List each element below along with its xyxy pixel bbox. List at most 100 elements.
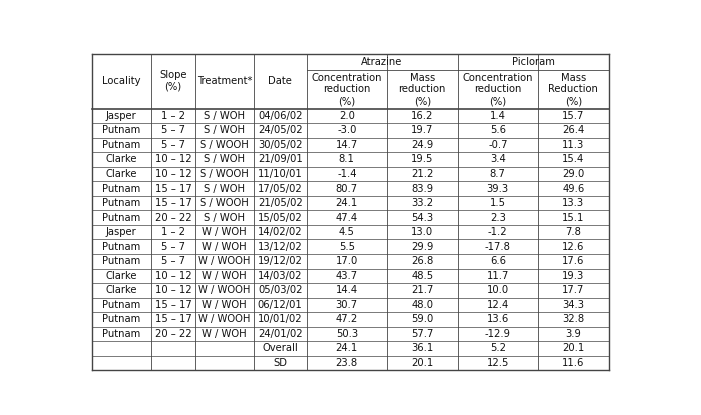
- Text: 15 – 17: 15 – 17: [154, 198, 191, 208]
- Text: 12.4: 12.4: [486, 300, 509, 310]
- Text: W / WOH: W / WOH: [202, 227, 247, 237]
- Text: Mass
Reduction
(%): Mass Reduction (%): [548, 73, 598, 106]
- Text: 11.6: 11.6: [562, 358, 585, 368]
- Text: W / WOH: W / WOH: [202, 329, 247, 339]
- Text: 50.3: 50.3: [336, 329, 358, 339]
- Text: S / WOH: S / WOH: [204, 183, 245, 193]
- Text: 10 – 12: 10 – 12: [155, 286, 191, 295]
- Text: Putnam: Putnam: [102, 212, 140, 222]
- Text: Slope
(%): Slope (%): [159, 70, 186, 92]
- Text: S / WOOH: S / WOOH: [200, 140, 249, 150]
- Text: 2.0: 2.0: [339, 111, 355, 121]
- Text: Putnam: Putnam: [102, 140, 140, 150]
- Text: S / WOOH: S / WOOH: [200, 169, 249, 179]
- Text: SD: SD: [273, 358, 287, 368]
- Text: 5 – 7: 5 – 7: [161, 140, 185, 150]
- Text: 26.4: 26.4: [562, 125, 585, 135]
- Text: Putnam: Putnam: [102, 300, 140, 310]
- Text: 49.6: 49.6: [562, 183, 585, 193]
- Text: 33.2: 33.2: [411, 198, 433, 208]
- Text: Date: Date: [268, 76, 292, 86]
- Text: 57.7: 57.7: [411, 329, 433, 339]
- Text: 24.9: 24.9: [411, 140, 433, 150]
- Text: 10 – 12: 10 – 12: [155, 169, 191, 179]
- Text: 1 – 2: 1 – 2: [161, 111, 185, 121]
- Text: 21/05/02: 21/05/02: [258, 198, 303, 208]
- Text: 47.4: 47.4: [336, 212, 358, 222]
- Text: 3.9: 3.9: [566, 329, 581, 339]
- Text: 17.6: 17.6: [562, 256, 585, 266]
- Text: 47.2: 47.2: [336, 315, 358, 325]
- Text: Jasper: Jasper: [106, 227, 137, 237]
- Text: 32.8: 32.8: [562, 315, 585, 325]
- Text: Overall: Overall: [262, 344, 298, 354]
- Text: 20.1: 20.1: [562, 344, 585, 354]
- Text: -0.7: -0.7: [488, 140, 508, 150]
- Text: Mass
reduction
(%): Mass reduction (%): [399, 73, 446, 106]
- Text: S / WOH: S / WOH: [204, 154, 245, 164]
- Text: 4.5: 4.5: [339, 227, 355, 237]
- Text: W / WOOH: W / WOOH: [198, 256, 251, 266]
- Text: 10 – 12: 10 – 12: [155, 271, 191, 281]
- Text: 13.3: 13.3: [562, 198, 585, 208]
- Text: 23.8: 23.8: [336, 358, 358, 368]
- Text: 14/02/02: 14/02/02: [258, 227, 303, 237]
- Text: S / WOH: S / WOH: [204, 212, 245, 222]
- Text: 8.7: 8.7: [490, 169, 505, 179]
- Text: 34.3: 34.3: [562, 300, 585, 310]
- Text: 21.7: 21.7: [411, 286, 433, 295]
- Text: Putnam: Putnam: [102, 242, 140, 252]
- Text: Jasper: Jasper: [106, 111, 137, 121]
- Text: 43.7: 43.7: [336, 271, 358, 281]
- Text: 04/06/02: 04/06/02: [258, 111, 302, 121]
- Text: Locality: Locality: [102, 76, 141, 86]
- Text: 5 – 7: 5 – 7: [161, 256, 185, 266]
- Text: 15.7: 15.7: [562, 111, 585, 121]
- Text: 5 – 7: 5 – 7: [161, 242, 185, 252]
- Text: 19.5: 19.5: [411, 154, 433, 164]
- Text: 05/03/02: 05/03/02: [258, 286, 302, 295]
- Text: Clarke: Clarke: [106, 154, 137, 164]
- Text: 26.8: 26.8: [411, 256, 433, 266]
- Text: 24/01/02: 24/01/02: [258, 329, 303, 339]
- Text: -1.4: -1.4: [337, 169, 357, 179]
- Text: 5.6: 5.6: [490, 125, 506, 135]
- Text: 80.7: 80.7: [336, 183, 358, 193]
- Text: Putnam: Putnam: [102, 198, 140, 208]
- Text: Treatment*: Treatment*: [197, 76, 252, 86]
- Text: 8.1: 8.1: [339, 154, 355, 164]
- Text: W / WOH: W / WOH: [202, 271, 247, 281]
- Text: Concentration
reduction
(%): Concentration reduction (%): [463, 73, 533, 106]
- Text: -1.2: -1.2: [488, 227, 508, 237]
- Text: 29.0: 29.0: [562, 169, 585, 179]
- Text: W / WOH: W / WOH: [202, 300, 247, 310]
- Text: 3.4: 3.4: [490, 154, 505, 164]
- Text: 15 – 17: 15 – 17: [154, 183, 191, 193]
- Text: 20 – 22: 20 – 22: [155, 329, 191, 339]
- Text: 36.1: 36.1: [411, 344, 433, 354]
- Text: 17.0: 17.0: [336, 256, 358, 266]
- Text: Putnam: Putnam: [102, 315, 140, 325]
- Text: 30.7: 30.7: [336, 300, 358, 310]
- Text: 15.4: 15.4: [562, 154, 585, 164]
- Text: 5.2: 5.2: [490, 344, 506, 354]
- Text: 14.7: 14.7: [336, 140, 358, 150]
- Text: 19.7: 19.7: [411, 125, 433, 135]
- Text: 13.6: 13.6: [486, 315, 509, 325]
- Text: 7.8: 7.8: [566, 227, 581, 237]
- Text: 15.1: 15.1: [562, 212, 585, 222]
- Text: S / WOOH: S / WOOH: [200, 198, 249, 208]
- Text: W / WOOH: W / WOOH: [198, 315, 251, 325]
- Text: 14/03/02: 14/03/02: [258, 271, 302, 281]
- Text: 29.9: 29.9: [411, 242, 433, 252]
- Text: Putnam: Putnam: [102, 125, 140, 135]
- Text: 30/05/02: 30/05/02: [258, 140, 302, 150]
- Text: 12.5: 12.5: [486, 358, 509, 368]
- Text: 19.3: 19.3: [562, 271, 585, 281]
- Text: 20 – 22: 20 – 22: [155, 212, 191, 222]
- Text: S / WOH: S / WOH: [204, 111, 245, 121]
- Text: 11/10/01: 11/10/01: [258, 169, 303, 179]
- Text: 1.5: 1.5: [490, 198, 506, 208]
- Text: 14.4: 14.4: [336, 286, 358, 295]
- Text: W / WOH: W / WOH: [202, 242, 247, 252]
